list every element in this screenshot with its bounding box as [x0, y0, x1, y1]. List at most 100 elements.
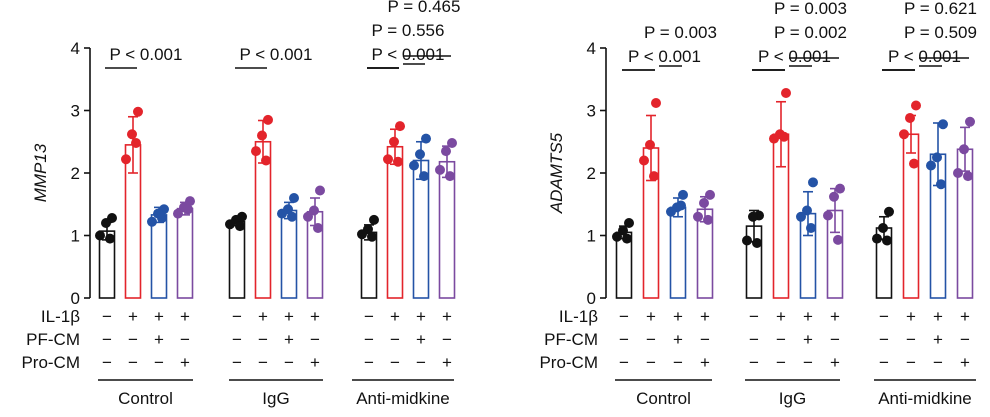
p-value-annotation: P = 0.556	[372, 21, 445, 40]
condition-sign: +	[284, 330, 294, 349]
condition-sign: −	[284, 353, 294, 372]
data-point	[693, 211, 703, 222]
p-value-annotation: P = 0.465	[388, 0, 461, 16]
condition-sign: −	[749, 353, 759, 372]
condition-sign: −	[803, 353, 813, 372]
condition-sign: −	[364, 307, 374, 326]
condition-sign: +	[258, 307, 268, 326]
data-point	[705, 189, 715, 200]
group-label: IgG	[262, 389, 289, 408]
data-point	[225, 219, 235, 230]
p-value-annotation: P < 0.001	[758, 47, 831, 66]
condition-sign: −	[749, 307, 759, 326]
condition-sign: −	[102, 330, 112, 349]
y-axis-label: ADAMTS5	[547, 132, 566, 214]
condition-sign: +	[310, 307, 320, 326]
condition-sign: +	[646, 307, 656, 326]
p-value-annotation: P < 0.001	[110, 45, 183, 64]
condition-sign: +	[154, 307, 164, 326]
data-point	[441, 146, 451, 157]
condition-sign: −	[232, 307, 242, 326]
condition-sign: +	[416, 330, 426, 349]
p-value-annotation: P < 0.001	[628, 47, 701, 66]
data-point	[781, 88, 791, 98]
data-point	[133, 106, 143, 117]
data-point	[105, 233, 115, 244]
condition-sign: +	[416, 307, 426, 326]
data-point	[369, 214, 379, 225]
data-point	[251, 146, 261, 157]
condition-sign: +	[284, 307, 294, 326]
condition-sign: +	[390, 307, 400, 326]
bar	[412, 159, 430, 299]
data-point	[965, 116, 975, 127]
p-value-annotation: P < 0.001	[372, 45, 445, 64]
data-point	[157, 213, 167, 223]
data-point	[703, 214, 713, 225]
data-point	[835, 183, 845, 194]
data-point	[95, 230, 105, 241]
condition-sign: +	[310, 353, 320, 372]
condition-sign: −	[619, 307, 629, 326]
condition-sign: −	[906, 353, 916, 372]
condition-sign: +	[803, 307, 813, 326]
data-point	[676, 200, 686, 211]
data-point	[315, 185, 325, 196]
condition-sign: −	[700, 330, 710, 349]
condition-sign: −	[960, 330, 970, 349]
condition-sign: +	[442, 307, 452, 326]
data-point	[622, 233, 632, 244]
condition-label: IL-1β	[41, 307, 80, 326]
data-point	[419, 171, 429, 182]
condition-sign: −	[906, 330, 916, 349]
p-value-annotation: P = 0.003	[644, 23, 717, 42]
condition-label: IL-1β	[559, 307, 598, 326]
data-point	[101, 218, 111, 228]
data-point	[779, 131, 789, 142]
group-label: Control	[636, 389, 691, 408]
condition-label: PF-CM	[26, 330, 80, 349]
condition-sign: +	[776, 307, 786, 326]
condition-sign: −	[619, 330, 629, 349]
y-axis-label: MMP13	[31, 143, 50, 202]
data-point	[287, 211, 297, 222]
condition-sign: −	[310, 330, 320, 349]
condition-sign: −	[364, 330, 374, 349]
data-point	[261, 155, 271, 166]
data-point	[905, 113, 915, 123]
condition-sign: +	[180, 353, 190, 372]
data-point	[183, 204, 193, 215]
data-point	[357, 229, 367, 240]
data-point	[808, 177, 818, 188]
y-tick-label: 3	[71, 102, 80, 121]
bar	[438, 160, 456, 299]
data-point	[389, 136, 399, 147]
data-point	[666, 206, 676, 217]
data-point	[651, 98, 661, 108]
data-point	[884, 206, 894, 217]
data-point	[806, 223, 816, 233]
data-point	[313, 223, 323, 233]
data-point	[383, 154, 393, 165]
data-point	[802, 205, 812, 216]
condition-sign: +	[830, 353, 840, 372]
data-point	[447, 138, 457, 148]
condition-sign: +	[960, 307, 970, 326]
data-point	[829, 191, 839, 202]
data-point	[936, 179, 946, 190]
data-point	[645, 139, 655, 150]
condition-sign: −	[128, 330, 138, 349]
condition-sign: −	[749, 330, 759, 349]
data-point	[121, 154, 131, 165]
condition-sign: −	[830, 330, 840, 349]
condition-label: Pro-CM	[21, 353, 80, 372]
y-tick-label: 2	[71, 164, 80, 183]
data-point	[257, 130, 267, 141]
condition-sign: +	[128, 307, 138, 326]
data-point	[618, 225, 628, 236]
p-value-annotation: P = 0.002	[774, 23, 847, 42]
data-point	[963, 171, 973, 182]
group-label: IgG	[779, 389, 806, 408]
data-point	[823, 210, 833, 221]
